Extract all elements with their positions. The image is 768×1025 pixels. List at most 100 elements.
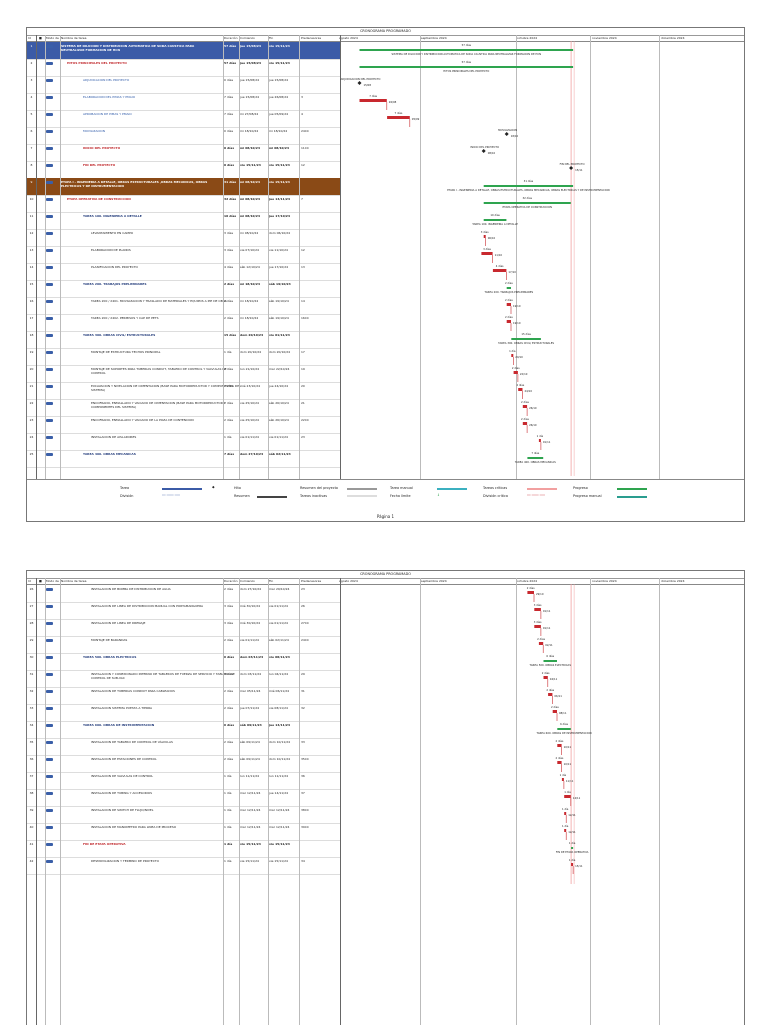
table-row[interactable]: 21 EXCAVACION Y NIVELACION DE CIMENTACION… xyxy=(27,382,340,400)
task-start: mi 08/10/24 xyxy=(240,231,259,235)
gantt-label: 11/10 xyxy=(495,253,503,257)
task-predecessors: 21 xyxy=(301,401,305,405)
table-row[interactable]: 19 MONTAJE DE ESTRUCTURA TECHOS PRINCIPAL… xyxy=(27,348,340,366)
table-row[interactable]: 37 INSTALACION DE VALVULAS DE CONTROL 1 dí… xyxy=(27,772,340,790)
task-mode-icon xyxy=(46,79,53,82)
header-id: Id xyxy=(28,36,31,40)
column-header-2: Id ■ Modo de Nombre de tarea Duración Co… xyxy=(27,578,744,585)
table-row[interactable]: 26 INSTALACION DE BOMBA DE DISTRIBUCION D… xyxy=(27,585,340,603)
gantt-label: 7 días xyxy=(531,451,539,455)
task-mode-icon xyxy=(46,419,53,422)
table-row[interactable]: 42 DESMOVILIZACION Y TERMINO DE PROYECTO 1… xyxy=(27,857,340,875)
table-row[interactable]: 27 INSTALACION DE LINEA DE DISTRIBUCION M… xyxy=(27,602,340,620)
task-id: 15 xyxy=(29,282,34,286)
task-id: 41 xyxy=(29,842,34,846)
task-mode-icon xyxy=(46,775,53,778)
table-row[interactable]: 1 SISTEMA DE DILUCION Y DISTRIBUCION AUTO… xyxy=(27,42,340,60)
table-row[interactable]: 25 TAREA 400. OBRAS MECANICAS 7 días dom 27… xyxy=(27,450,340,468)
table-row[interactable]: 33 INSTALACION SISTEMA PUESTA A TIERRA 2 d… xyxy=(27,704,340,722)
task-end: mi 08/10/24 xyxy=(269,146,289,150)
task-duration: 2 días xyxy=(224,282,235,286)
gantt-label: 4 días xyxy=(496,264,504,268)
gantt-label: 2 días xyxy=(551,705,559,709)
table-row[interactable]: 39 INSTALACION DE SWITCH DE FLUJO/NIVEL 1 … xyxy=(27,806,340,824)
task-name: INSTALACION DE AISLADORES xyxy=(91,435,137,439)
gantt-label: 10/11 xyxy=(564,745,572,749)
task-id: 29 xyxy=(29,638,34,642)
gantt-label: 08/10 xyxy=(488,151,496,155)
table-row[interactable]: 14 PLANIFICACION DEL PROYECTO 4 días sáb 12… xyxy=(27,263,340,281)
table-row[interactable]: 15 TAREA 200. TRABAJOS PRELIMINARES 2 días… xyxy=(27,280,340,298)
table-row[interactable]: 34 TAREA 600. OBRAS DE INSTRUMENTACION 6 d… xyxy=(27,721,340,739)
task-name: TAREA 600. OBRAS DE INSTRUMENTACION xyxy=(83,723,155,727)
table-row[interactable]: 31 INSTALACION Y CONEXIONADO INTERNO DE T… xyxy=(27,670,340,688)
task-id: 36 xyxy=(29,757,34,761)
task-start: mi 08/10/24 xyxy=(240,146,260,150)
gantt-label: 18/10 xyxy=(511,134,519,138)
gantt-label: 02/11 xyxy=(545,643,553,647)
task-id: 5 xyxy=(30,112,33,116)
task-name: INSTALACION DE VALVULAS DE CONTROL xyxy=(91,774,154,778)
table-row[interactable]: 8 FIN DEL PROYECTO 0 días vie 15/11/24 vie 1… xyxy=(27,161,340,179)
table-row[interactable]: 20 MONTAJE DE SOPORTES PARA TUBERIAS COND… xyxy=(27,365,340,383)
task-mode-icon xyxy=(46,368,53,371)
task-start: mi 08/10/24 xyxy=(240,180,260,184)
table-row[interactable]: 16 TAREA 200 / 2401. MOVILIZACION Y TRASL… xyxy=(27,297,340,315)
gantt-label: 31 días xyxy=(524,179,534,183)
task-duration: 2 días xyxy=(224,689,234,693)
table-row[interactable]: 40 INSTALACION DE MANOMETRO PARA LINEA DE… xyxy=(27,823,340,841)
task-name: TAREA 400. OBRAS MECANICAS xyxy=(83,452,136,456)
table-row[interactable]: 24 INSTALACION DE AISLADORES 1 día vie 01/1… xyxy=(27,433,340,451)
table-row[interactable]: 7 INICIO DEL PROYECTO 0 días mi 08/10/24 mi … xyxy=(27,144,340,162)
table-row[interactable]: 22 ENCOFRADO, ENMALLADO Y VACIADO DE CIME… xyxy=(27,399,340,417)
task-name: INSTALACION DE MANOMETRO PARA LINEA DE P… xyxy=(91,825,177,829)
task-id: 34 xyxy=(29,723,34,727)
table-row[interactable]: 28 INSTALACION DE LINEA DE DRENAJE 3 días m… xyxy=(27,619,340,637)
table-row[interactable]: 29 MONTAJE DE BARANDAS 2 días vie 01/11/24 s… xyxy=(27,636,340,654)
table-row[interactable]: 38 INSTALACION DE TUBING Y ACCESORIOS 1 dí… xyxy=(27,789,340,807)
gantt-label: 12/11 xyxy=(568,813,576,817)
task-end: vie 08/11/24 xyxy=(269,706,288,710)
task-id: 21 xyxy=(29,384,34,388)
task-name: INSTALACION DE LINEA DE DISTRIBUCION MAN… xyxy=(91,604,204,608)
table-row[interactable]: 6 MOVILIZACION 0 días mi 18/10/24 mi 18/10/2… xyxy=(27,127,340,145)
table-row[interactable]: 18 TAREA 300. OBRAS CIVIL/ ESTRUCTURALES 1… xyxy=(27,331,340,349)
task-id: 38 xyxy=(29,791,34,795)
task-id: 35 xyxy=(29,740,34,744)
table-row[interactable]: 2 HITOS PRINCIPALES DEL PROYECTO 57 días ju… xyxy=(27,59,340,77)
table-row[interactable]: 5 APROBACION DE PIMAS Y PMAIO 7 días mi 27/… xyxy=(27,110,340,128)
task-end: vie 01/11/24 xyxy=(269,435,288,439)
task-start: jue 15/08/24 xyxy=(240,78,260,82)
table-row[interactable]: 3 ADJUDICACION DEL PROYECTO 0 días jue 15/0… xyxy=(27,76,340,94)
task-id: 10 xyxy=(29,197,34,201)
task-mode-icon xyxy=(46,622,53,625)
table-row[interactable]: 13 ELABORACION DE PLANOS 3 días vie 07/10/2… xyxy=(27,246,340,264)
gantt-label: TAREA 300. OBRAS CIVIL/ ESTRUCTURALES xyxy=(498,341,554,345)
legend-tareas-criticas: Tareas críticas xyxy=(483,486,508,490)
table-row[interactable]: 4 ELABORACION DEL PIMAS Y PMAIO 7 días jue … xyxy=(27,93,340,111)
task-start: sáb 09/11/24 xyxy=(240,723,262,727)
gantt-label: 12/11 xyxy=(568,830,576,834)
task-id: 11 xyxy=(29,214,34,218)
table-row[interactable]: 10 ETAPA OPERATIVA DE CONSTRUCCION 32 días… xyxy=(27,195,340,213)
gantt-label: 1 día xyxy=(564,790,571,794)
task-end: mar 12/11/24 xyxy=(269,825,290,829)
task-duration: 1 día xyxy=(224,808,232,812)
task-name: HITOS PRINCIPALES DEL PROYECTO xyxy=(67,61,127,65)
task-predecessors: 20 xyxy=(301,384,305,388)
table-row[interactable]: 30 TAREA 500. OBRAS ELECTRICAS 6 días dom 0… xyxy=(27,653,340,671)
table-row[interactable]: 23 ENCOFRADO, ENMALLADO Y VACIADO DE LA P… xyxy=(27,416,340,434)
table-row[interactable]: 36 INSTALACION DE ESTACIONES DE CONTROL 2 … xyxy=(27,755,340,773)
table-row[interactable]: 32 INSTALACION DE TUBERIAS CONDUIT PARA C… xyxy=(27,687,340,705)
task-mode-icon xyxy=(46,402,53,405)
table-row[interactable]: 12 LEVANTAMIENTO EN CAMPO 3 días mi 08/10/2… xyxy=(27,229,340,247)
table-row[interactable]: 35 INSTALACION DE TABLERO DE CONTROL DE V… xyxy=(27,738,340,756)
table-row[interactable]: 11 TAREA 100. INGENIERIA A DETALLE 10 días… xyxy=(27,212,340,230)
table-row[interactable]: 17 TAREA 200 / 2402. PERMISOS Y CAP DE PE… xyxy=(27,314,340,332)
gantt-page-2: CRONOGRAMA PROGRAMADO Id ■ Modo de Nombr… xyxy=(26,570,745,1025)
task-bar xyxy=(359,99,387,102)
table-row[interactable]: 41 FIN DE ETAPA OPERATIVA 1 día vie 15/11/2… xyxy=(27,840,340,858)
header-nombre-2: Nombre de tarea xyxy=(61,579,87,583)
table-row[interactable]: 9 ETAPA I - INGENIERIA A DETALLE, OBRAS E… xyxy=(27,178,340,196)
task-end: mar 22/10/24 xyxy=(269,367,290,371)
